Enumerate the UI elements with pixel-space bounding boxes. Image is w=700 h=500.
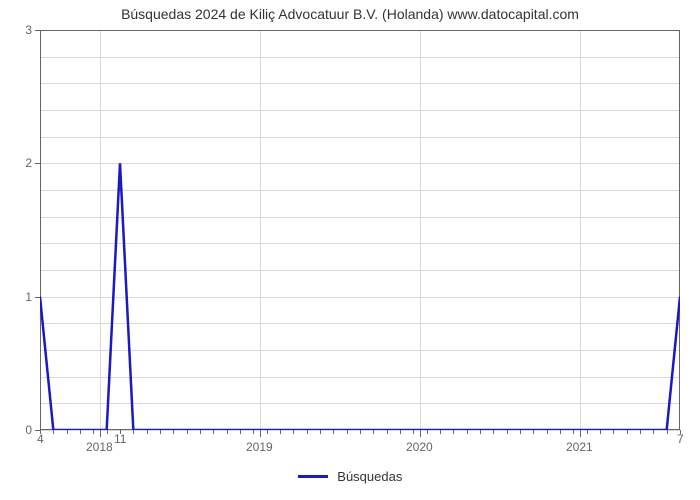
y-tick-label: 1	[25, 290, 32, 304]
data-point-label: 7	[677, 432, 684, 446]
line-series	[40, 30, 680, 430]
y-tick-label: 0	[25, 423, 32, 437]
y-tick-label: 2	[25, 156, 32, 170]
chart-container: { "chart": { "type": "line", "title": "B…	[0, 0, 700, 500]
plot-area: 4117	[40, 30, 680, 430]
legend-label: Búsquedas	[337, 469, 402, 484]
legend: Búsquedas	[0, 468, 700, 484]
x-tick-label: 2020	[406, 440, 433, 454]
legend-swatch	[298, 475, 328, 478]
chart-title: Búsquedas 2024 de Kiliç Advocatuur B.V. …	[0, 6, 700, 22]
data-point-label: 4	[37, 432, 44, 446]
data-point-label: 11	[114, 432, 126, 446]
x-tick-label: 2018	[86, 440, 113, 454]
y-tick-label: 3	[25, 23, 32, 37]
x-tick-label: 2021	[566, 440, 593, 454]
x-tick-label: 2019	[246, 440, 273, 454]
